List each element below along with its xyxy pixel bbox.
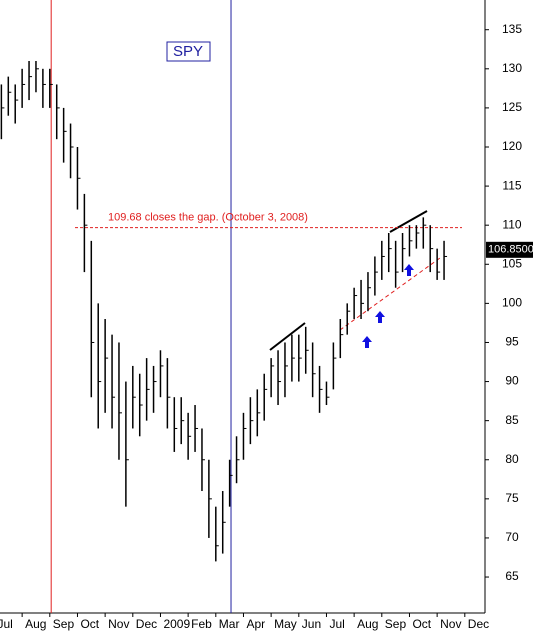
last-price-box xyxy=(486,241,533,258)
x-tick-label: Feb xyxy=(191,617,212,631)
y-tick-label: 120 xyxy=(502,139,522,153)
trend-line xyxy=(389,210,428,233)
y-tick-label: 105 xyxy=(502,256,522,270)
y-tick-label: 135 xyxy=(502,22,522,36)
y-tick-label: 80 xyxy=(505,452,519,466)
y-tick-label: 100 xyxy=(502,296,522,310)
x-tick-label: Nov xyxy=(108,617,129,631)
x-tick-label: Dec xyxy=(136,617,157,631)
x-tick-label: Aug xyxy=(25,617,46,631)
arrow xyxy=(362,336,372,348)
x-tick-label: Jun xyxy=(302,617,321,631)
y-tick-label: 115 xyxy=(502,178,521,192)
x-tick-label: Dec xyxy=(468,617,489,631)
title-box xyxy=(166,41,211,62)
chart-title: SPY xyxy=(173,43,203,60)
x-tick-label: Sep xyxy=(385,617,407,631)
y-tick-label: 75 xyxy=(505,491,519,505)
y-tick-label: 85 xyxy=(505,413,519,427)
x-tick-label: Oct xyxy=(80,617,99,631)
x-tick-label: Aug xyxy=(357,617,378,631)
x-tick-label: Jul xyxy=(329,617,344,631)
trend-line xyxy=(269,322,306,351)
arrow xyxy=(375,311,385,323)
last-price-label: 106.8500 xyxy=(488,244,533,256)
x-tick-label: Oct xyxy=(412,617,431,631)
x-tick-label: Nov xyxy=(440,617,461,631)
x-tick-label: May xyxy=(274,617,297,631)
x-tick-label: Apr xyxy=(246,617,265,631)
arrow xyxy=(404,264,414,276)
x-tick-label: Jul xyxy=(0,617,13,631)
y-tick-label: 130 xyxy=(502,61,522,75)
y-tick-label: 90 xyxy=(505,374,519,388)
annotation: 109.68 closes the gap. (October 3, 2008) xyxy=(108,212,308,224)
x-tick-label: Mar xyxy=(219,617,240,631)
y-tick-label: 110 xyxy=(502,217,521,231)
arrows xyxy=(362,264,414,348)
y-tick-label: 125 xyxy=(502,100,522,114)
y-tick-label: 70 xyxy=(505,530,519,544)
y-tick-label: 65 xyxy=(505,569,519,583)
x-tick-label: 2009 xyxy=(163,617,190,631)
y-tick-label: 95 xyxy=(505,335,519,349)
x-tick-label: Sep xyxy=(53,617,75,631)
